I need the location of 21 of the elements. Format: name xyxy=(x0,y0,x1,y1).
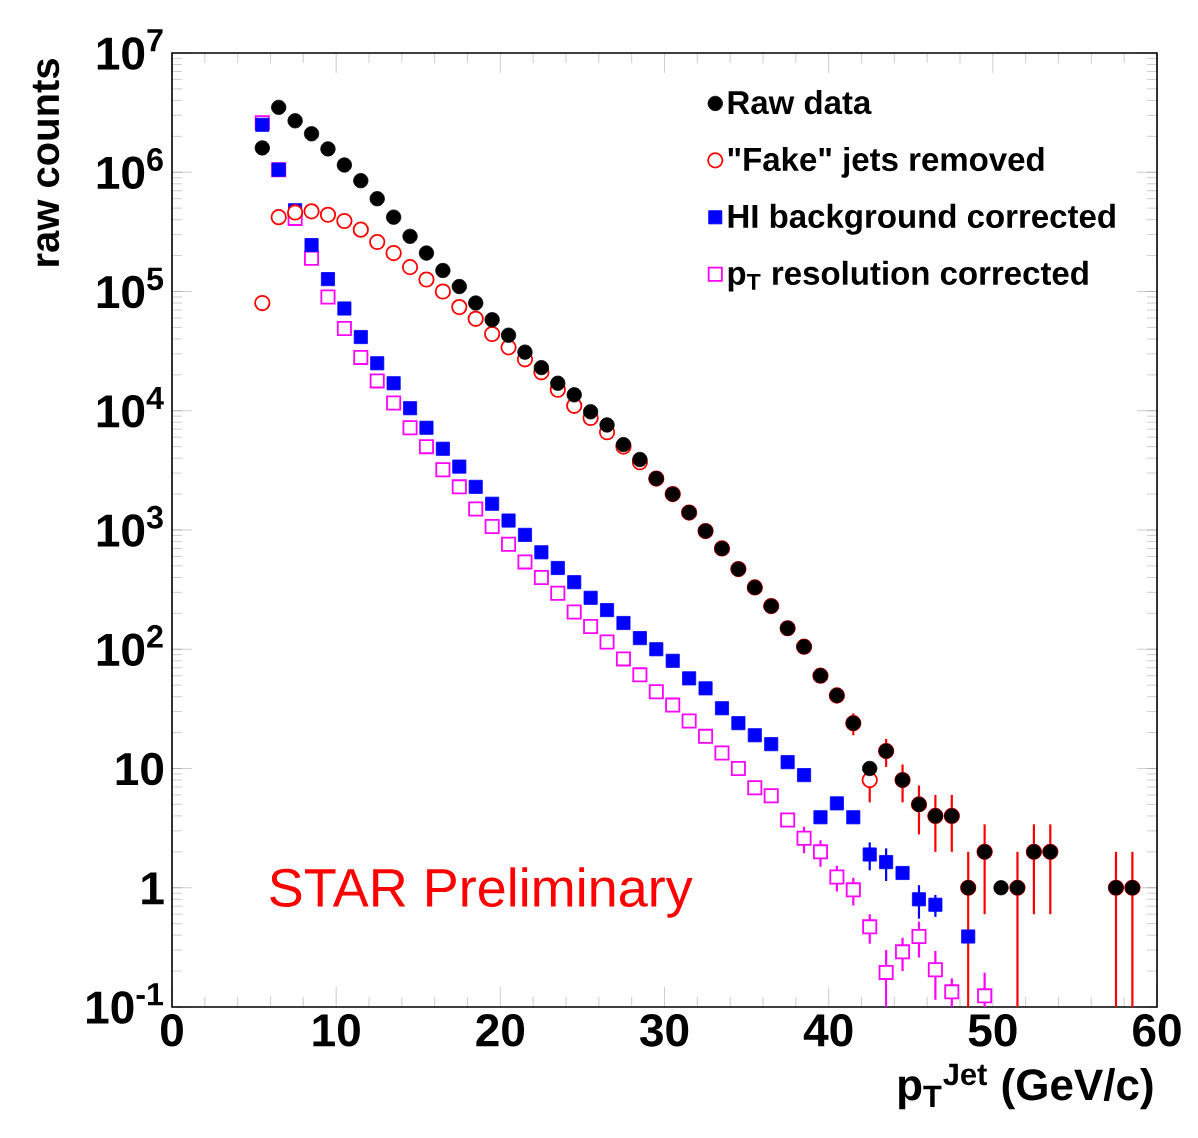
legend-label: "Fake" jets removed xyxy=(728,146,1044,178)
x-tick-label: 50 xyxy=(968,1014,1017,1047)
y-tick-label: 10 xyxy=(116,752,164,786)
legend-label: p$_{T}$ resolution corrected xyxy=(728,260,1088,292)
legend-label: Raw data xyxy=(728,90,872,115)
x-tick-label: 30 xyxy=(639,1014,689,1047)
x-tick-label: 40 xyxy=(803,1014,853,1047)
x-tick-label: 20 xyxy=(476,1014,525,1047)
x-tick-label: 60 xyxy=(1133,1014,1181,1047)
x-axis-title: p$_{T}$$^{Jet}$ (GeV/c) xyxy=(899,1063,1153,1110)
x-tick-label: 10 xyxy=(313,1014,360,1047)
y-tick-label: 10$^{4}$ xyxy=(97,386,164,428)
legend-label: HI background corrected xyxy=(728,203,1115,235)
annotation: STAR Preliminary xyxy=(270,867,693,918)
y-tick-label: 1 xyxy=(142,872,164,905)
y-tick-label: 10$^{3}$ xyxy=(97,505,163,547)
y-axis-title: raw counts xyxy=(32,59,60,266)
y-tick-label: 10$^{6}$ xyxy=(97,148,163,190)
y-tick-label: 10$^{2}$ xyxy=(97,625,163,667)
y-tick-label: 10$^{7}$ xyxy=(97,29,163,70)
y-tick-label: 10$^{5}$ xyxy=(97,267,164,309)
